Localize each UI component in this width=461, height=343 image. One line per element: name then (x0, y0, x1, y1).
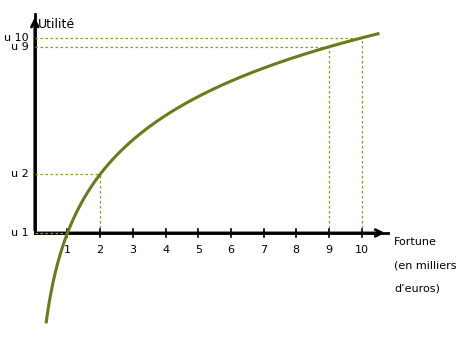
Text: 5: 5 (195, 245, 202, 255)
Text: u 1: u 1 (11, 228, 28, 238)
Text: 1: 1 (64, 245, 71, 255)
Text: 8: 8 (293, 245, 300, 255)
Text: u 9: u 9 (11, 42, 28, 52)
Text: d’euros): d’euros) (394, 284, 440, 294)
Text: 9: 9 (325, 245, 332, 255)
Text: 7: 7 (260, 245, 267, 255)
Text: Utilité: Utilité (38, 19, 75, 31)
Text: 10: 10 (355, 245, 369, 255)
Text: 4: 4 (162, 245, 169, 255)
Text: 6: 6 (227, 245, 234, 255)
Text: 2: 2 (97, 245, 104, 255)
Text: u 2: u 2 (11, 169, 28, 179)
Text: Fortune: Fortune (394, 237, 437, 247)
Text: 3: 3 (130, 245, 136, 255)
Text: (en milliers: (en milliers (394, 260, 457, 270)
Text: u 10: u 10 (4, 33, 28, 43)
